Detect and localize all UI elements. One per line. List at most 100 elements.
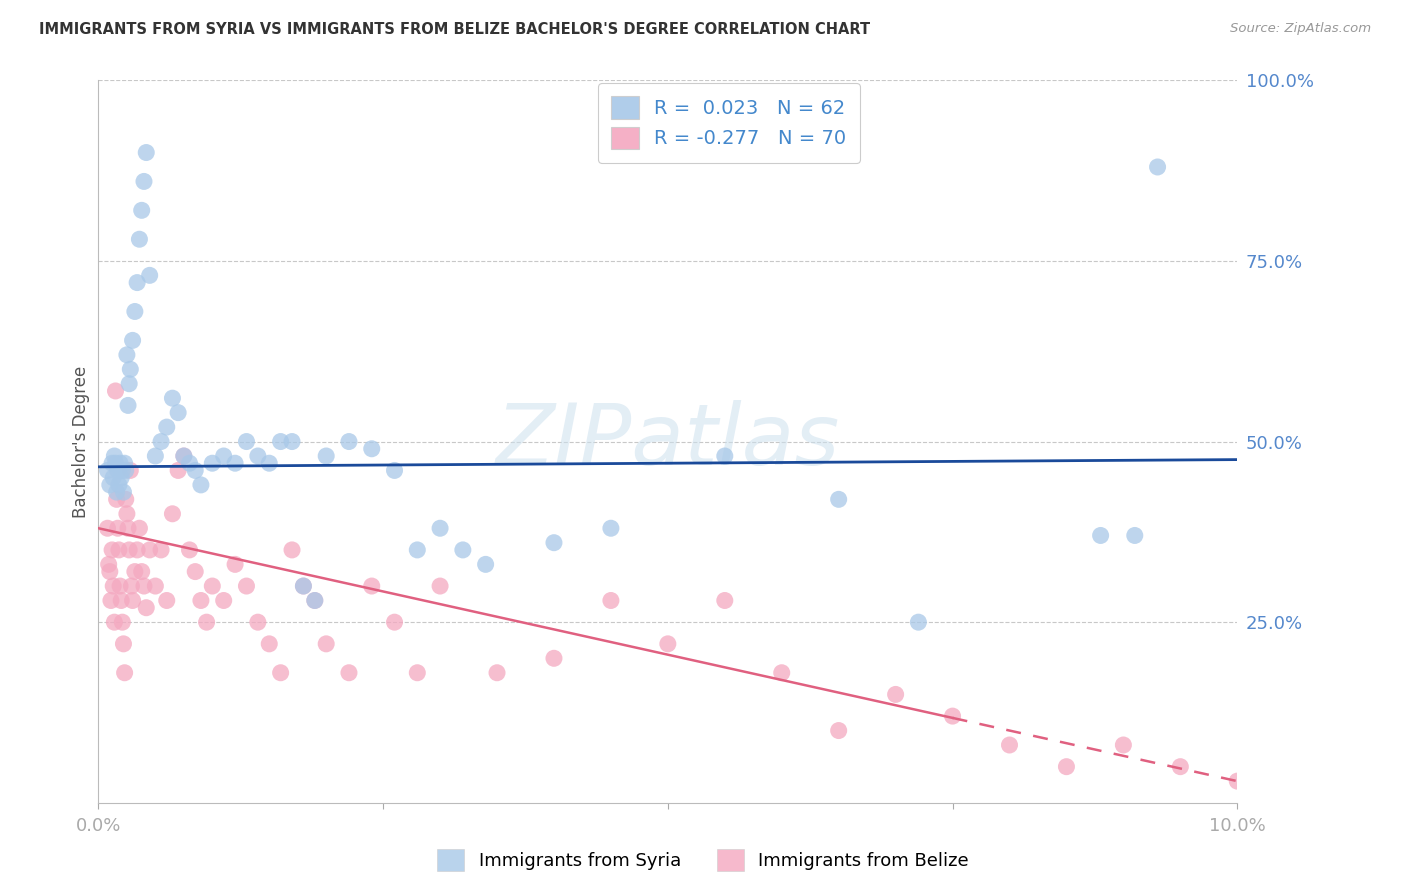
Point (138, 268, 160, 283)
Point (304, 593, 326, 607)
Point (108, 579, 131, 593)
Point (714, 593, 737, 607)
Point (315, 449, 337, 463)
Point (337, 665, 360, 680)
Point (315, 637, 337, 651)
Point (150, 542, 173, 557)
Point (107, 521, 129, 535)
Point (97, 558, 120, 572)
Point (105, 492, 128, 507)
Point (114, 665, 136, 680)
Point (114, 463, 136, 477)
Point (828, 492, 851, 507)
Point (429, 579, 451, 593)
Point (156, 420, 179, 434)
Point (110, 471, 132, 485)
Point (337, 434, 360, 449)
Point (108, 542, 131, 557)
Point (138, 542, 160, 557)
Point (1146, 160, 1168, 174)
Point (173, 449, 195, 463)
Point (167, 463, 190, 477)
Point (104, 384, 127, 398)
Point (212, 449, 235, 463)
Point (224, 456, 246, 470)
Point (224, 558, 246, 572)
Point (135, 145, 157, 160)
Point (162, 507, 184, 521)
Point (907, 615, 929, 630)
Point (998, 738, 1021, 752)
Point (100, 593, 122, 607)
Point (121, 334, 143, 348)
Point (1226, 774, 1249, 789)
Point (135, 600, 157, 615)
Point (111, 615, 134, 630)
Point (770, 665, 793, 680)
Point (112, 485, 135, 500)
Point (112, 637, 135, 651)
Point (543, 651, 565, 665)
Point (167, 406, 190, 420)
Point (1090, 528, 1112, 542)
Point (942, 709, 965, 723)
Point (118, 542, 141, 557)
Text: Source: ZipAtlas.com: Source: ZipAtlas.com (1230, 22, 1371, 36)
Point (184, 463, 207, 477)
Point (120, 362, 142, 376)
Point (406, 665, 429, 680)
Point (360, 442, 382, 456)
Point (474, 558, 496, 572)
Point (714, 449, 737, 463)
Point (114, 492, 136, 507)
Point (98, 478, 121, 492)
Point (103, 449, 125, 463)
Point (190, 478, 212, 492)
Point (304, 593, 326, 607)
Point (270, 434, 292, 449)
Point (124, 565, 146, 579)
Point (543, 535, 565, 549)
Point (246, 449, 269, 463)
Point (360, 579, 382, 593)
Point (292, 579, 315, 593)
Point (103, 615, 125, 630)
Point (884, 687, 907, 701)
Point (270, 665, 292, 680)
Point (173, 449, 195, 463)
Point (127, 276, 149, 290)
Point (107, 463, 129, 477)
Point (120, 463, 142, 477)
Point (235, 434, 257, 449)
Point (101, 542, 124, 557)
Point (1170, 760, 1192, 774)
Point (451, 542, 474, 557)
Point (281, 434, 304, 449)
Point (118, 376, 141, 391)
Point (132, 579, 155, 593)
Point (114, 456, 136, 470)
Point (429, 521, 451, 535)
Point (115, 348, 138, 362)
Point (131, 203, 153, 218)
Point (127, 542, 149, 557)
Point (132, 174, 155, 188)
Point (96, 521, 118, 535)
Point (108, 456, 131, 470)
Point (128, 521, 150, 535)
Point (281, 542, 304, 557)
Point (103, 579, 125, 593)
Point (104, 456, 127, 470)
Point (292, 579, 315, 593)
Point (179, 456, 201, 470)
Point (117, 521, 139, 535)
Point (657, 637, 679, 651)
Point (600, 593, 623, 607)
Point (190, 593, 212, 607)
Point (101, 456, 124, 470)
Point (105, 485, 128, 500)
Point (600, 521, 623, 535)
Point (115, 507, 138, 521)
Point (384, 463, 406, 477)
Point (486, 665, 509, 680)
